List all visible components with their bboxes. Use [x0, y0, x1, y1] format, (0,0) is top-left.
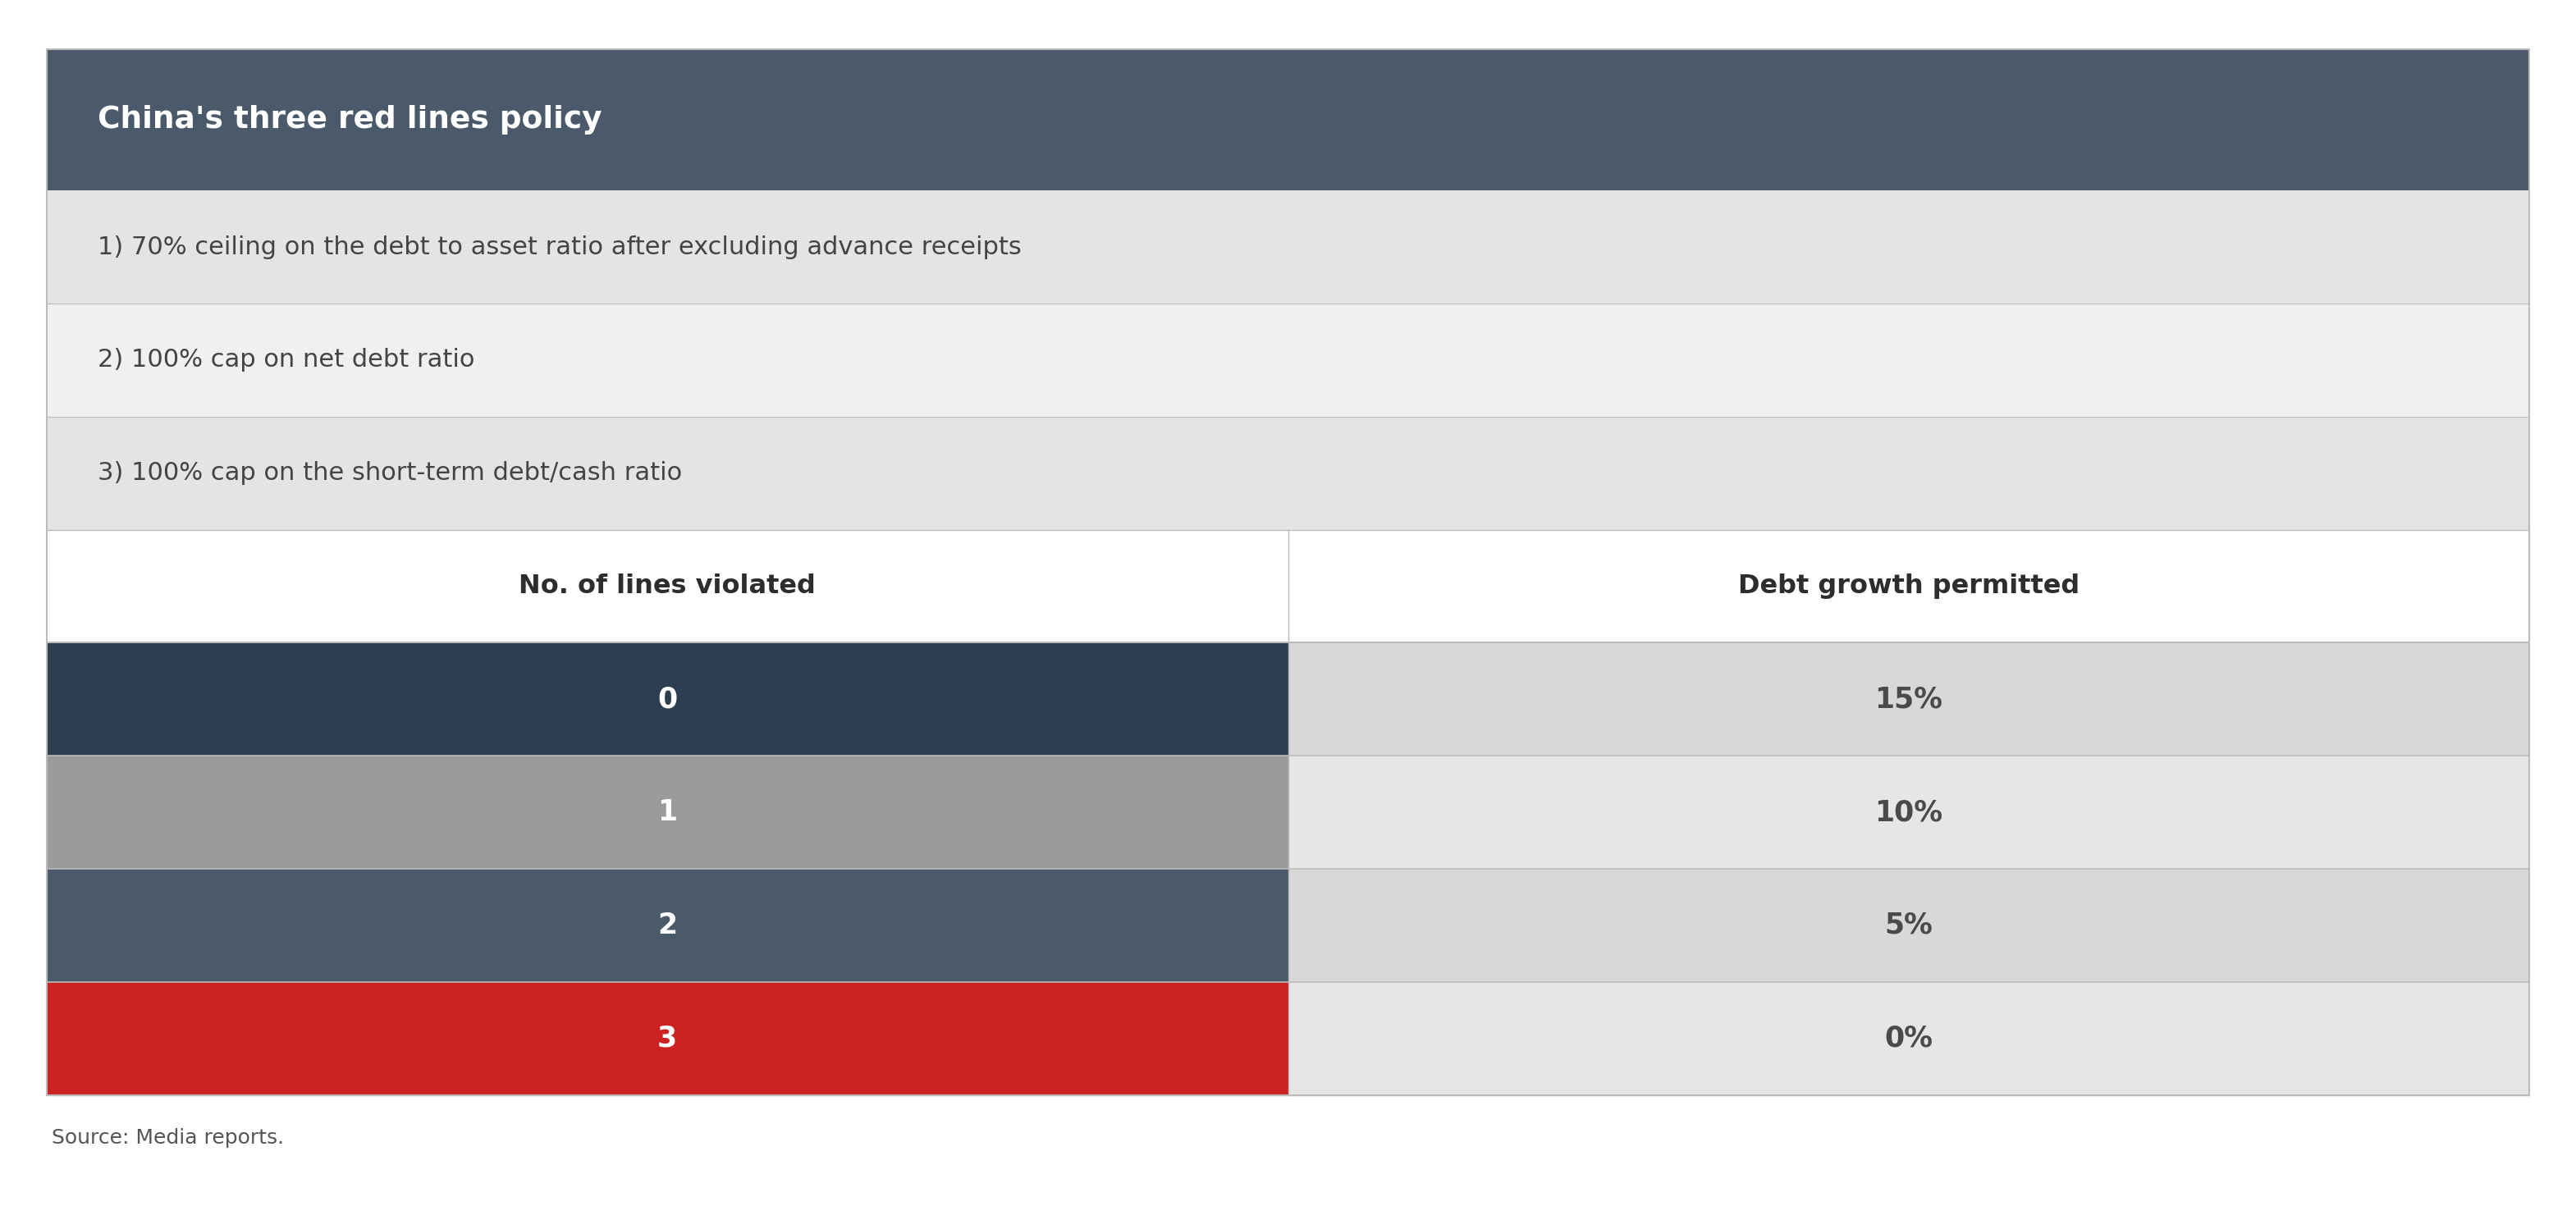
Bar	[46, 869, 1288, 982]
Bar	[46, 49, 2530, 1095]
Bar	[46, 49, 2530, 1095]
Bar	[1288, 643, 2530, 756]
Bar	[46, 643, 1288, 756]
Text: 15%: 15%	[1875, 686, 1942, 713]
Bar	[1288, 756, 2530, 869]
Text: Debt growth permitted: Debt growth permitted	[1739, 574, 2079, 599]
Bar	[46, 304, 2530, 417]
Text: 10%: 10%	[1875, 799, 1942, 826]
Text: China's three red lines policy: China's three red lines policy	[98, 104, 603, 135]
Bar	[46, 417, 2530, 530]
Bar	[46, 49, 2530, 190]
Bar	[1288, 982, 2530, 1095]
Text: 0: 0	[657, 686, 677, 713]
Text: 2: 2	[657, 912, 677, 939]
Text: No. of lines violated: No. of lines violated	[518, 574, 817, 599]
Text: 5%: 5%	[1886, 912, 1932, 939]
Bar	[46, 756, 1288, 869]
Bar	[46, 190, 2530, 304]
Text: Source: Media reports.: Source: Media reports.	[52, 1128, 283, 1148]
Bar	[1288, 869, 2530, 982]
Bar	[46, 530, 2530, 643]
Text: 2) 100% cap on net debt ratio: 2) 100% cap on net debt ratio	[98, 348, 474, 372]
Text: 1) 70% ceiling on the debt to asset ratio after excluding advance receipts: 1) 70% ceiling on the debt to asset rati…	[98, 235, 1023, 259]
Text: 3: 3	[657, 1025, 677, 1052]
Text: 0%: 0%	[1886, 1025, 1932, 1052]
Text: 1: 1	[657, 799, 677, 826]
Text: 3) 100% cap on the short-term debt/cash ratio: 3) 100% cap on the short-term debt/cash …	[98, 461, 683, 485]
Bar	[46, 982, 1288, 1095]
